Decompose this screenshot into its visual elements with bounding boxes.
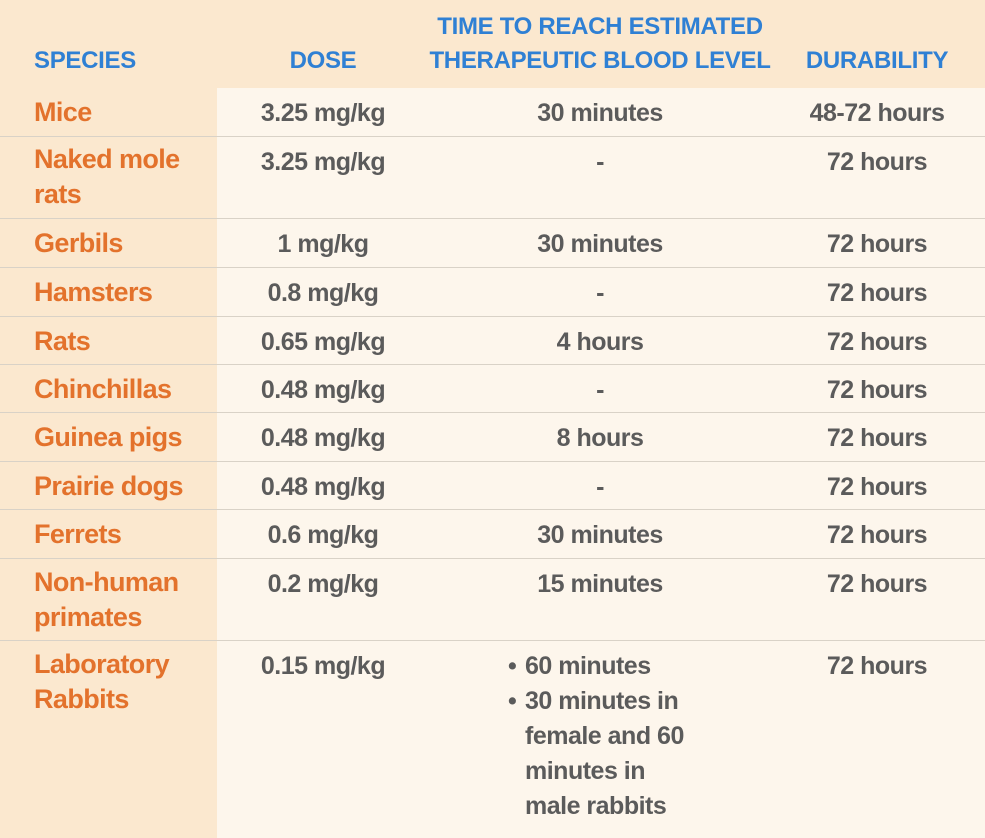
- dose-cell: 0.2 mg/kg: [267, 570, 379, 598]
- dose-cell: 1 mg/kg: [277, 230, 369, 258]
- species-cell: Non-human primates: [34, 567, 179, 632]
- time-list: 60 minutes 30 minutes in female and 60 m…: [508, 649, 748, 824]
- species-cell: Naked mole rats: [34, 144, 180, 209]
- durability-cell: 72 hours: [826, 570, 928, 598]
- dose-cell: 3.25 mg/kg: [260, 148, 386, 176]
- species-column-background: [0, 0, 217, 838]
- table-row: Hamsters 0.8 mg/kg - 72 hours: [0, 268, 985, 317]
- dose-cell: 0.15 mg/kg: [260, 652, 386, 680]
- species-cell: Hamsters: [34, 277, 153, 307]
- header-time: TIME TO REACH ESTIMATED THERAPEUTIC BLOO…: [410, 10, 790, 78]
- durability-cell: 72 hours: [826, 376, 928, 404]
- time-cell: -: [596, 473, 604, 501]
- durability-cell: 48-72 hours: [809, 99, 945, 127]
- table-row: Chinchillas 0.48 mg/kg - 72 hours: [0, 365, 985, 413]
- table-row: Mice 3.25 mg/kg 30 minutes 48-72 hours: [0, 88, 985, 137]
- species-cell: Ferrets: [34, 519, 122, 549]
- time-cell: 8 hours: [556, 424, 644, 452]
- species-cell: Mice: [34, 97, 92, 127]
- durability-cell: 72 hours: [826, 652, 928, 680]
- header-time-line1: TIME TO REACH ESTIMATED: [437, 13, 763, 40]
- dose-cell: 0.48 mg/kg: [260, 473, 386, 501]
- dose-cell: 0.6 mg/kg: [267, 521, 379, 549]
- header-durability: DURABILITY: [805, 47, 949, 74]
- table-row: Rats 0.65 mg/kg 4 hours 72 hours: [0, 317, 985, 365]
- time-cell: 30 minutes: [537, 521, 663, 549]
- species-cell: Guinea pigs: [34, 422, 183, 452]
- header-dose: DOSE: [289, 47, 357, 74]
- time-cell: 30 minutes: [537, 99, 663, 127]
- time-cell: -: [596, 376, 604, 404]
- table-row: Guinea pigs 0.48 mg/kg 8 hours 72 hours: [0, 413, 985, 462]
- time-cell: -: [596, 279, 604, 307]
- table-header: SPECIES DOSE TIME TO REACH ESTIMATED THE…: [0, 0, 985, 88]
- header-time-line2: THERAPEUTIC BLOOD LEVEL: [429, 47, 771, 74]
- durability-cell: 72 hours: [826, 279, 928, 307]
- species-cell: Chinchillas: [34, 374, 172, 404]
- time-list-item: 60 minutes: [508, 649, 748, 684]
- species-cell: Prairie dogs: [34, 471, 183, 501]
- dose-cell: 0.65 mg/kg: [260, 328, 386, 356]
- dose-cell: 3.25 mg/kg: [260, 99, 386, 127]
- time-cell: 4 hours: [556, 328, 644, 356]
- durability-cell: 72 hours: [826, 473, 928, 501]
- dose-cell: 0.8 mg/kg: [267, 279, 379, 307]
- table-row: Prairie dogs 0.48 mg/kg - 72 hours: [0, 462, 985, 510]
- table-row: Gerbils 1 mg/kg 30 minutes 72 hours: [0, 219, 985, 268]
- durability-cell: 72 hours: [826, 230, 928, 258]
- species-cell: Laboratory Rabbits: [34, 649, 170, 714]
- table-row: Laboratory Rabbits 0.15 mg/kg 60 minutes…: [0, 641, 985, 826]
- species-cell: Gerbils: [34, 228, 123, 258]
- table-row: Naked mole rats 3.25 mg/kg - 72 hours: [0, 137, 985, 219]
- durability-cell: 72 hours: [826, 148, 928, 176]
- time-cell: 30 minutes: [537, 230, 663, 258]
- durability-cell: 72 hours: [826, 521, 928, 549]
- durability-cell: 72 hours: [826, 424, 928, 452]
- time-cell: 15 minutes: [537, 570, 663, 598]
- dose-cell: 0.48 mg/kg: [260, 424, 386, 452]
- species-cell: Rats: [34, 326, 91, 356]
- table-body: Mice 3.25 mg/kg 30 minutes 48-72 hours N…: [0, 88, 985, 826]
- dose-cell: 0.48 mg/kg: [260, 376, 386, 404]
- header-species: SPECIES: [34, 47, 136, 74]
- time-list-item: 30 minutes in female and 60 minutes in m…: [508, 684, 700, 824]
- table-row: Non-human primates 0.2 mg/kg 15 minutes …: [0, 559, 985, 641]
- durability-cell: 72 hours: [826, 328, 928, 356]
- time-cell: -: [596, 148, 604, 176]
- table-row: Ferrets 0.6 mg/kg 30 minutes 72 hours: [0, 510, 985, 559]
